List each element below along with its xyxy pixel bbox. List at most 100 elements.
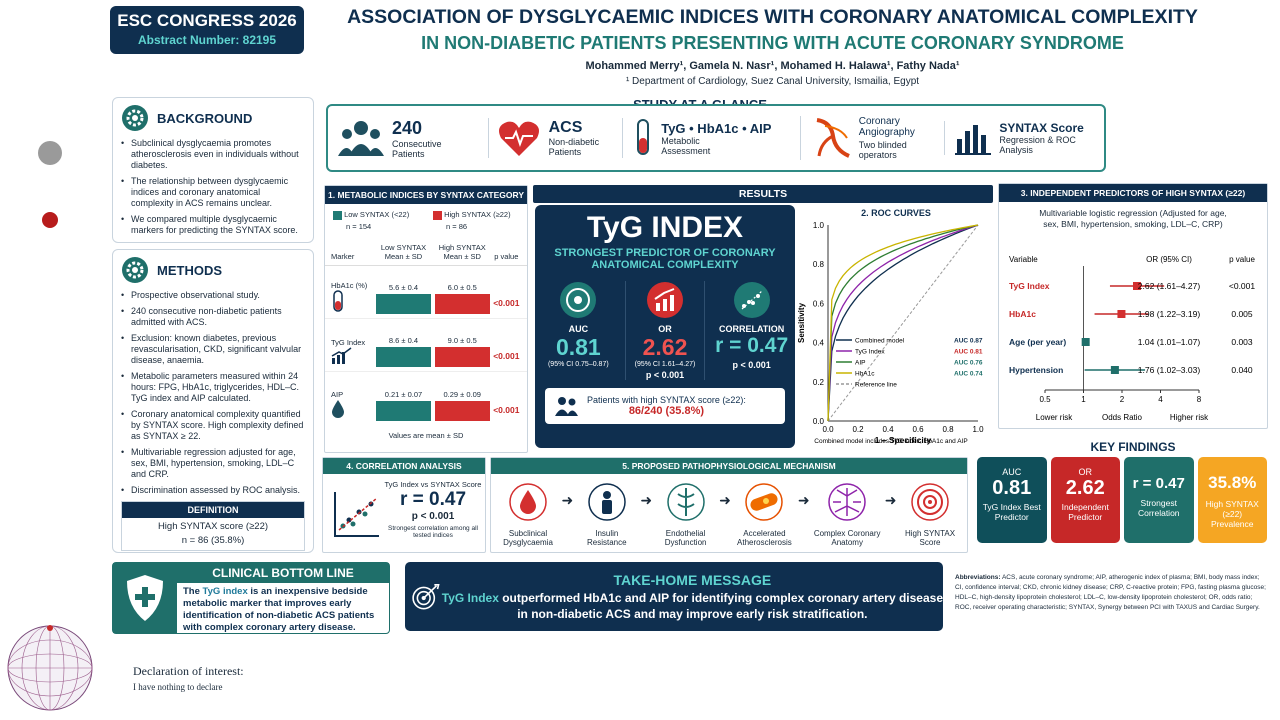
results-title: RESULTS (533, 185, 993, 203)
glance-sub: Metabolic Assessment (661, 135, 711, 156)
p-value: <0.001 (1229, 281, 1256, 291)
stat-ci: (95% CI 1.61–4.27) (634, 361, 696, 368)
target-arrow-icon (412, 583, 440, 609)
key-findings: AUC 0.81 TyG Index Best Predictor OR 2.6… (977, 457, 1267, 543)
axis-label: 8 (1197, 395, 1202, 404)
low-value: 5.6 ± 0.4 (388, 282, 419, 292)
mechanism-step: Accelerated Atherosclerosis (733, 482, 795, 547)
vessel-network-icon (828, 483, 866, 521)
roc-panel: 2. ROC CURVES 0.0 0.0 0.2 0.2 0.4 0.4 0.6 0.6 0.8… (796, 203, 996, 448)
p-value: 0.005 (1231, 309, 1253, 319)
legend-name: Combined model (855, 338, 905, 345)
methods-item: 240 consecutive non-diabetic patients ad… (121, 306, 305, 328)
predictor-name: Hypertension (1009, 365, 1063, 375)
high-syntax-label: Patients with high SYNTAX score (≥22): (587, 395, 746, 405)
methods-title: METHODS (157, 262, 222, 278)
finding-card: 35.8% High SYNTAX (≥22) Prevalence (1197, 457, 1267, 543)
gear-icon (122, 105, 148, 131)
gear-icon (122, 257, 148, 283)
roc-chart: 2. ROC CURVES 0.00.0 0.2 0.2 0.4 0.4 0.6 0.6 0.8… (797, 208, 984, 445)
finding-sub: TyG Index Best Predictor (982, 502, 1041, 522)
or-value: 1.04 (1.01–1.07) (1138, 337, 1201, 347)
col-p: p value (494, 251, 519, 261)
or-value: 1.98 (1.22–3.19) (1138, 309, 1201, 319)
step-label: High SYNTAX Score (904, 529, 956, 547)
nav-dot-grey[interactable] (38, 141, 62, 165)
roc-curve (827, 224, 979, 422)
background-panel: BACKGROUND Subclinical dysglycaemia prom… (112, 97, 314, 243)
key-findings-title: KEY FINDINGS (1090, 440, 1176, 454)
finding-card: AUC 0.81 TyG Index Best Predictor (977, 457, 1047, 543)
axis-label: 1 (1081, 395, 1086, 404)
high-value: 0.29 ± 0.09 (443, 389, 481, 399)
nav-dot-red[interactable] (42, 212, 58, 228)
y-tick-label: 0.6 (813, 299, 825, 308)
droplet-icon (332, 399, 344, 418)
roc-title: 2. ROC CURVES (861, 208, 931, 218)
col-marker: Marker (331, 251, 355, 261)
legend-name: TyG Index (855, 349, 885, 356)
methods-panel: METHODS Prospective observational study.… (112, 249, 314, 553)
low-value: 0.21 ± 0.07 (384, 389, 423, 399)
high-bar (434, 293, 490, 314)
bottom-line-text: The TyG index is an inexpensive bedside … (177, 583, 389, 637)
shield-plus-icon (127, 575, 163, 621)
stat-label: OR (658, 324, 672, 334)
reference-line (827, 224, 979, 422)
p-value: <0.001 (493, 297, 520, 308)
glance-big: 240 (392, 117, 423, 138)
abstract-number: Abstract Number: 82195 (137, 33, 277, 47)
person-icon (588, 483, 626, 521)
bottom-line-panel: CLINICAL BOTTOM LINE The TyG index is an… (112, 562, 390, 634)
glance-sub: Non-diabetic Patients (548, 137, 600, 157)
definition-title: DEFINITION (122, 502, 304, 518)
x-axis-label: 1 – Specificity (875, 435, 932, 445)
bottom-line-pre: The (183, 586, 203, 597)
legend-auc: AUC 0.76 (954, 360, 983, 367)
x-tick-label: 0.6 (912, 425, 924, 434)
test-tube-icon (333, 289, 343, 312)
bottom-line-highlight: TyG index (202, 586, 248, 597)
predictor-name: TyG Index (1009, 281, 1050, 291)
correlation-foot: Strongest correlation among all tested i… (388, 525, 478, 539)
methods-item: Coronary anatomical complexity quantifie… (121, 409, 305, 442)
mechanism-step: Complex Coronary Anatomy (812, 482, 882, 547)
predictor-name: Age (per year) (1009, 337, 1066, 347)
legend-low: Low SYNTAX (<22) (344, 210, 410, 219)
p-value: 0.003 (1231, 337, 1253, 347)
people-icon (338, 121, 384, 156)
row-marker: AIP (331, 389, 344, 399)
x-tick-label: 0.2 (852, 425, 864, 434)
heart-icon (498, 121, 539, 156)
finding-sub: High SYNTAX (≥22) Prevalence (1205, 499, 1259, 529)
legend-low-n: n = 154 (346, 221, 372, 231)
metabolic-row: TyG Index 8.6 ± 0.4 9.0 ± 0.5 <0.001 (325, 319, 527, 372)
predictors-subtitle: Multivariable logistic regression (Adjus… (1039, 208, 1227, 229)
definition-line1: High SYNTAX score (≥22) (157, 521, 269, 532)
step-label: Accelerated Atherosclerosis (737, 529, 792, 547)
metabolic-row: HbA1c (%) 5.6 ± 0.4 6.0 ± 0.5 <0.001 (325, 266, 527, 319)
abbreviations-label: Abbreviations: (955, 574, 1001, 581)
legend-name: AIP (855, 360, 865, 367)
finding-card: r = 0.47 Strongest Correlation (1124, 457, 1194, 543)
declaration-title: Declaration of interest: (133, 664, 244, 678)
trend-chart-icon (331, 346, 352, 364)
artery-icon (745, 483, 784, 521)
or-marker (1117, 310, 1126, 318)
correlation-p: p < 0.001 (411, 511, 455, 522)
metabolic-row: AIP 0.21 ± 0.07 0.29 ± 0.09 <0.001 (325, 372, 527, 425)
correlation-title: 4. CORRELATION ANALYSIS (323, 458, 485, 474)
finding-top: OR (1078, 467, 1093, 477)
high-syntax-box: Patients with high SYNTAX score (≥22): 8… (545, 388, 785, 424)
stat-value: 2.62 (642, 334, 688, 360)
finding-card: OR 2.62 Independent Predictor (1050, 457, 1120, 543)
roc-curve (827, 224, 979, 422)
take-home-title: TAKE-HOME MESSAGE (613, 572, 772, 588)
target-icon (560, 282, 597, 318)
stat-label: CORRELATION (718, 324, 785, 334)
y-tick-label: 1.0 (813, 221, 825, 230)
predictors-title: 3. INDEPENDENT PREDICTORS OF HIGH SYNTAX… (999, 184, 1267, 202)
finding-big: 2.62 (1065, 477, 1105, 499)
methods-item: Prospective observational study. (121, 290, 305, 301)
col-variable: Variable (1009, 255, 1038, 264)
